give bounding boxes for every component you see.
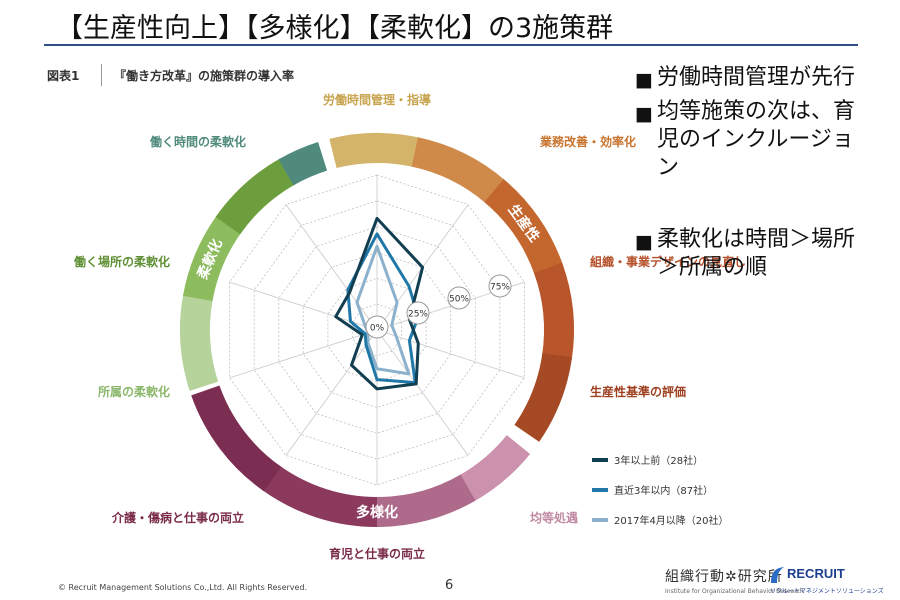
axis-spoke (285, 329, 378, 456)
page-number: 6 (445, 578, 454, 593)
axis-label: 均等処遇 (530, 510, 578, 525)
axis-label: 介護・傷病と仕事の両立 (111, 510, 244, 525)
legend-label: 2017年4月以降（20社） (614, 514, 729, 527)
axis-spoke (376, 329, 469, 456)
category-ring-segment (278, 142, 328, 186)
axis-label: 組織・事業デザインの見直し (590, 254, 746, 269)
category-ring-segment (329, 133, 420, 168)
tick-bubble (488, 274, 512, 298)
institute-logo-subtext: Institute for Organizational Behavior Re… (665, 588, 804, 595)
axis-spoke (229, 329, 378, 379)
axis-label: 育児と仕事の両立 (329, 546, 425, 561)
category-ring-segment (374, 474, 476, 527)
recruit-mark-icon (771, 567, 784, 583)
axis-label: 働く場所の柔軟化 (73, 254, 170, 269)
axis-spoke (285, 204, 378, 331)
title-rule (44, 44, 858, 46)
series-line (355, 244, 411, 376)
category-ring-segment (182, 215, 242, 302)
bullet-item: ■ 労働時間管理が先行 (635, 64, 875, 92)
category-ring-segment (533, 262, 574, 360)
tick-label: 0% (370, 324, 385, 334)
category-ring-segment (458, 435, 531, 502)
grid-ring (278, 226, 476, 434)
figure-separator (101, 64, 102, 86)
tick-bubble (365, 315, 389, 339)
grid-ring (253, 200, 501, 460)
grid-ring (352, 303, 402, 357)
category-ring-segment (180, 293, 219, 391)
category-ring-segment (262, 465, 377, 527)
axis-label: 働く時間の柔軟化 (149, 134, 246, 149)
tick-label: 25% (408, 310, 428, 320)
category-ring-segment (411, 137, 506, 204)
tick-label: 75% (490, 283, 510, 293)
bullet-marker: ■ (635, 231, 653, 253)
bullet-marker: ■ (635, 103, 653, 125)
bullet-list: ■ 労働時間管理が先行 ■ 均等施策の次は、育児のインクルージョン ■ 柔軟化は時間＞… (635, 64, 875, 288)
axis-spoke (229, 281, 378, 331)
figure-caption: 『働き方改革』の施策群の導入率 (114, 69, 295, 83)
bullet-text: 均等施策の次は、育児のインクルージョン (657, 99, 856, 180)
tick-label: 50% (449, 295, 469, 305)
axis-label: 生産性基準の評価 (590, 384, 686, 399)
legend-label: 直近3年以内（87社） (614, 484, 713, 497)
group-label: 多様化 (356, 504, 398, 521)
bullet-text: 柔軟化は時間＞場所＞所属の順 (657, 227, 856, 280)
category-ring-segment (514, 353, 573, 442)
category-ring-segment (191, 385, 282, 492)
axis-spoke (376, 329, 525, 379)
bullet-item: ■ 柔軟化は時間＞場所＞所属の順 (635, 226, 875, 282)
copyright-text: © Recruit Management Solutions Co.,Ltd. … (58, 583, 308, 592)
institute-logo-text: 組織行動✲研究所 (665, 569, 783, 585)
bullet-marker: ■ (635, 69, 653, 91)
bullet-text: 労働時間管理が先行 (657, 65, 856, 90)
tick-bubble (447, 286, 471, 310)
recruit-logo-subtext: リクルートマネジメントソリューションズ (770, 588, 884, 595)
figure-label: 図表1 (47, 69, 80, 83)
category-ring-segment (215, 158, 296, 235)
slide-title: 【生産性向上】【多様化】【柔軟化】の3施策群 (56, 13, 614, 44)
axis-label: 労働時間管理・指導 (323, 92, 431, 107)
category-ring-segment (484, 179, 563, 275)
axis-label: 業務改善・効率化 (539, 134, 636, 149)
recruit-logo-text: RECRUIT (787, 566, 845, 581)
axis-label: 所属の柔軟化 (98, 384, 170, 399)
bullet-item: ■ 均等施策の次は、育児のインクルージョン (635, 98, 875, 182)
tick-bubble (406, 301, 430, 325)
series-line (334, 216, 425, 391)
legend-label: 3年以上前（28社） (614, 454, 703, 467)
